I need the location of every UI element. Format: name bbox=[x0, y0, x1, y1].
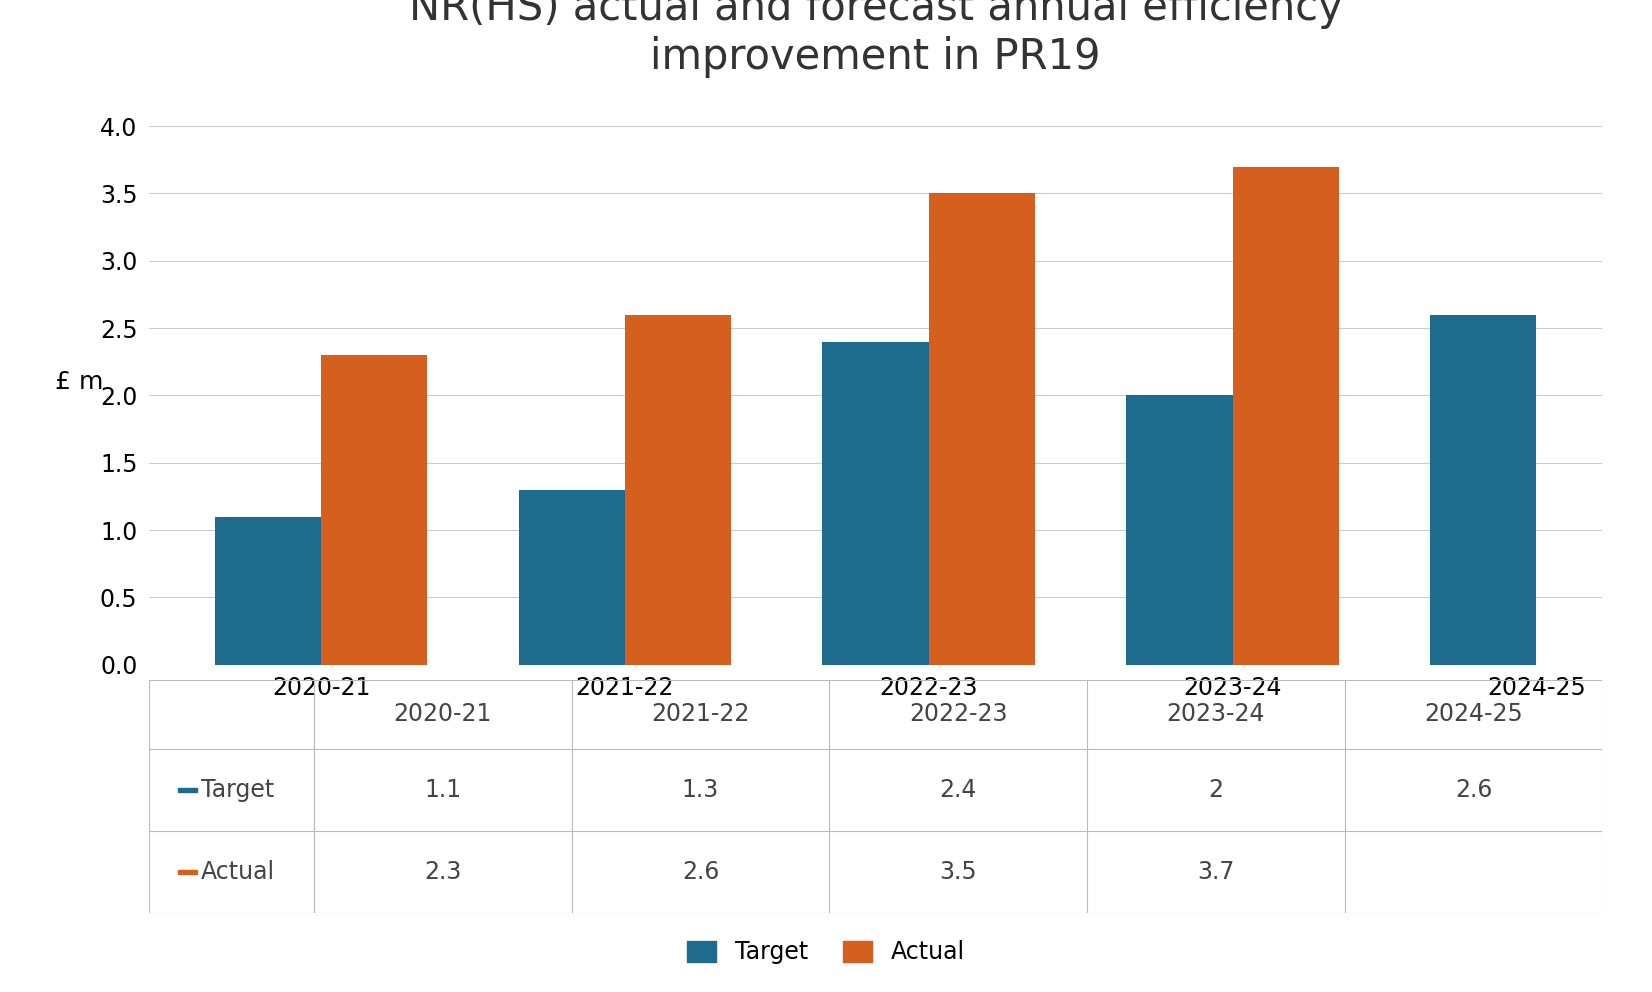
Bar bbox=[320, 355, 428, 665]
Text: 2.6: 2.6 bbox=[1455, 779, 1492, 803]
Text: 2.4: 2.4 bbox=[940, 779, 976, 803]
Bar bbox=[178, 870, 197, 874]
Bar bbox=[178, 789, 197, 793]
Bar bbox=[823, 341, 928, 665]
Bar bbox=[1431, 314, 1536, 665]
Text: 2021-22: 2021-22 bbox=[651, 702, 750, 726]
Bar bbox=[215, 517, 320, 665]
Text: 3.5: 3.5 bbox=[940, 860, 976, 884]
Text: 2: 2 bbox=[1208, 779, 1224, 803]
Text: 2022-23: 2022-23 bbox=[909, 702, 1008, 726]
Bar bbox=[624, 314, 732, 665]
Title: NR(HS) actual and forecast annual efficiency
improvement in PR19: NR(HS) actual and forecast annual effici… bbox=[408, 0, 1343, 77]
Bar bbox=[1232, 167, 1338, 665]
Text: Target: Target bbox=[200, 779, 274, 803]
Text: 2.3: 2.3 bbox=[425, 860, 461, 884]
Bar bbox=[519, 490, 624, 665]
Text: 2020-21: 2020-21 bbox=[393, 702, 492, 726]
Text: 3.7: 3.7 bbox=[1198, 860, 1234, 884]
Text: 2024-25: 2024-25 bbox=[1424, 702, 1523, 726]
Text: Actual: Actual bbox=[200, 860, 274, 884]
Text: 2023-24: 2023-24 bbox=[1166, 702, 1265, 726]
Bar bbox=[1127, 396, 1232, 665]
Bar bbox=[928, 193, 1036, 665]
Text: 1.1: 1.1 bbox=[425, 779, 461, 803]
Y-axis label: £ m: £ m bbox=[55, 370, 104, 394]
Legend: Target, Actual: Target, Actual bbox=[677, 930, 975, 974]
Text: 1.3: 1.3 bbox=[682, 779, 719, 803]
Text: 2.6: 2.6 bbox=[682, 860, 719, 884]
